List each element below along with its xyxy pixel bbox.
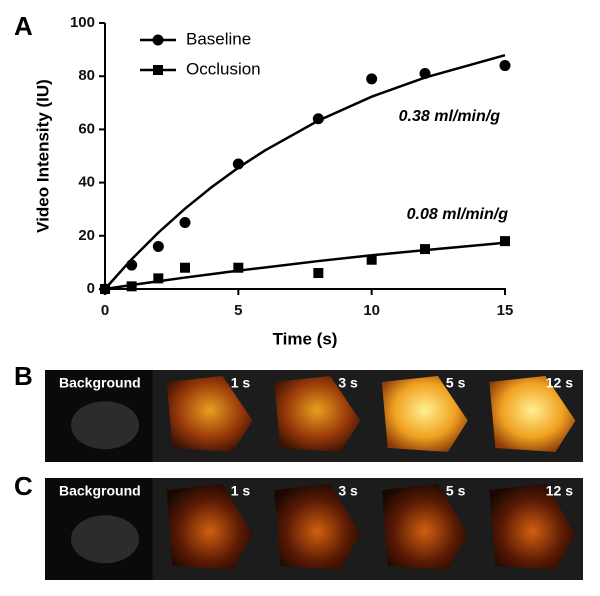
image-panels: Background 1 s 3 s 5 s 12 s Background 1 s 3 s 5… xyxy=(45,370,583,580)
point xyxy=(313,268,324,279)
point xyxy=(153,273,164,284)
panel-label: A xyxy=(14,11,33,41)
contrast-region xyxy=(381,376,468,452)
contrast-region xyxy=(489,484,576,570)
x-tick-label: 15 xyxy=(497,302,514,319)
fit-curve xyxy=(104,241,506,291)
annotation: 0.38 ml/min/g xyxy=(399,108,501,125)
frame-label: 12 s xyxy=(546,483,573,499)
point xyxy=(179,217,191,228)
legend-label: Baseline xyxy=(186,29,251,48)
contrast-region xyxy=(489,376,576,452)
point xyxy=(499,60,511,72)
point xyxy=(500,236,510,247)
point xyxy=(366,73,378,85)
y-tick-label: 0 xyxy=(87,280,95,297)
legend-label: Occlusion xyxy=(186,59,261,78)
x-tick-label: 0 xyxy=(101,302,109,319)
legend-marker xyxy=(153,65,163,75)
x-tick-label: 5 xyxy=(234,302,242,319)
fit-curve xyxy=(104,53,506,290)
frame-label: Background xyxy=(59,375,141,391)
point xyxy=(233,262,244,273)
point xyxy=(366,254,377,265)
y-axis-label: Video Intensity (IU) xyxy=(33,79,52,233)
x-tick-label: 10 xyxy=(363,302,380,319)
frame-label: 5 s xyxy=(446,375,466,391)
frame-label: 1 s xyxy=(231,483,251,499)
legend-marker xyxy=(152,34,164,46)
contrast-region xyxy=(274,484,361,570)
frame-label: 12 s xyxy=(546,375,573,391)
y-tick-label: 40 xyxy=(78,174,95,191)
point xyxy=(152,240,164,252)
contrast-region xyxy=(274,376,361,452)
contrast-region xyxy=(381,484,468,570)
frame-label: Background xyxy=(59,483,141,499)
point xyxy=(419,68,431,80)
y-tick-label: 60 xyxy=(78,120,95,137)
ultrasound-tissue xyxy=(71,515,139,564)
point xyxy=(312,113,324,125)
point xyxy=(126,259,138,271)
frame-label: 3 s xyxy=(338,375,358,391)
panel-label: C xyxy=(14,471,33,501)
point xyxy=(420,244,430,255)
point xyxy=(126,281,137,292)
panel-label: B xyxy=(14,361,33,391)
frame-label: 3 s xyxy=(338,483,358,499)
contrast-region xyxy=(166,484,253,570)
point xyxy=(232,158,244,170)
y-tick-label: 80 xyxy=(78,67,95,84)
y-tick-label: 20 xyxy=(78,227,95,244)
point xyxy=(180,262,190,273)
frame-label: 1 s xyxy=(231,375,251,391)
ultrasound-tissue xyxy=(71,401,139,450)
point xyxy=(100,284,110,294)
annotation: 0.08 ml/min/g xyxy=(407,206,509,223)
contrast-region xyxy=(166,376,253,452)
frame-label: 5 s xyxy=(446,483,466,499)
x-axis-label: Time (s) xyxy=(273,329,338,348)
y-tick-label: 100 xyxy=(70,14,95,31)
